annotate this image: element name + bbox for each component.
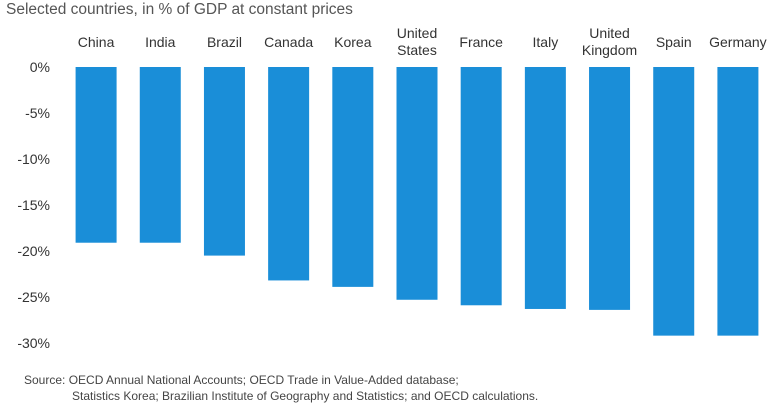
category-label: Korea [334, 34, 372, 50]
category-label: Italy [533, 34, 559, 50]
bar [524, 67, 566, 309]
y-tick-label: -5% [25, 105, 50, 121]
category-label: Brazil [207, 34, 242, 50]
bar [460, 67, 502, 306]
y-tick-label: -10% [17, 151, 50, 167]
source-note: Source: OECD Annual National Accounts; O… [24, 373, 538, 404]
bar [139, 67, 181, 243]
category-label: Germany [709, 34, 767, 50]
category-label: France [459, 34, 503, 50]
bar [203, 67, 245, 256]
category-label: India [145, 34, 176, 50]
bar [653, 67, 695, 336]
bar [717, 67, 759, 336]
bar [75, 67, 117, 243]
category-label: Canada [264, 34, 313, 50]
y-tick-label: -15% [17, 197, 50, 213]
source-line-2: Statistics Korea; Brazilian Institute of… [72, 388, 539, 403]
y-tick-label: 0% [30, 59, 50, 75]
source-line-1: Source: OECD Annual National Accounts; O… [24, 373, 459, 387]
bar [332, 67, 374, 287]
bar [268, 67, 310, 281]
category-label: United Kingdom [582, 25, 637, 58]
chart-subtitle: Selected countries, in % of GDP at const… [6, 1, 353, 18]
y-tick-label: -20% [17, 243, 50, 259]
category-label: China [78, 34, 115, 50]
y-tick-label: -25% [17, 289, 50, 305]
category-label: Spain [656, 34, 692, 50]
bar [589, 67, 631, 310]
bar [396, 67, 438, 300]
category-label: United States [397, 25, 437, 58]
y-tick-label: -30% [17, 335, 50, 351]
